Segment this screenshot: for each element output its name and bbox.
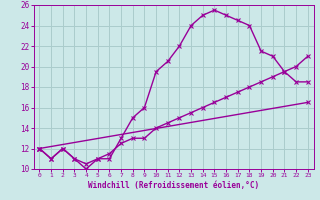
X-axis label: Windchill (Refroidissement éolien,°C): Windchill (Refroidissement éolien,°C)	[88, 181, 259, 190]
